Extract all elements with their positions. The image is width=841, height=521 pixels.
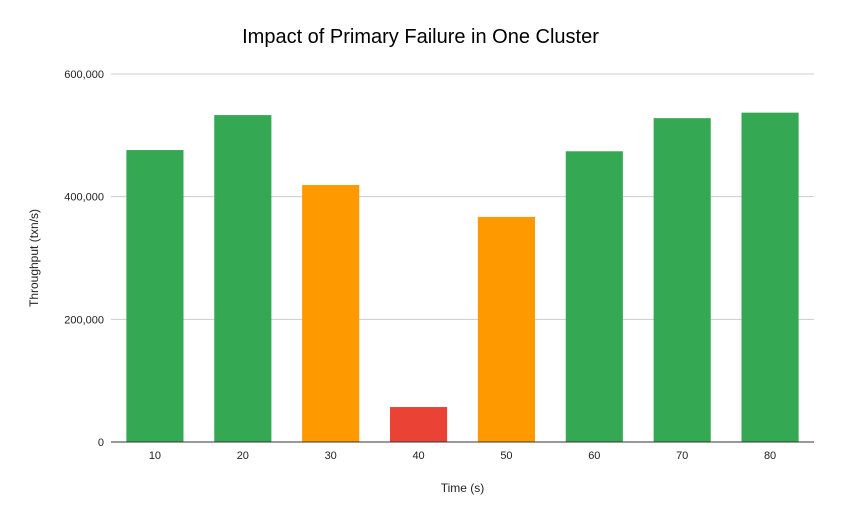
y-axis-label: Throughput (txn/s) xyxy=(27,209,41,307)
x-tick-label: 40 xyxy=(412,450,424,462)
y-tick-label: 400,000 xyxy=(64,192,104,204)
bar xyxy=(390,407,448,442)
x-tick-label: 20 xyxy=(237,450,249,462)
chart-title: Impact of Primary Failure in One Cluster xyxy=(242,26,599,48)
y-axis-ticks: 0 200,000 400,000 600,000 xyxy=(64,69,104,449)
bar xyxy=(565,151,623,442)
bar xyxy=(302,185,360,442)
x-axis-ticks: 10 20 30 40 50 60 70 80 xyxy=(149,450,776,462)
bars xyxy=(126,112,799,443)
x-tick-label: 10 xyxy=(149,450,161,462)
bar xyxy=(741,112,799,442)
x-tick-label: 70 xyxy=(676,450,688,462)
y-tick-label: 0 xyxy=(98,437,104,449)
bar xyxy=(126,150,184,442)
y-tick-label: 600,000 xyxy=(64,69,104,81)
x-tick-label: 60 xyxy=(588,450,600,462)
x-tick-label: 80 xyxy=(764,450,776,462)
bar xyxy=(653,118,711,442)
bar xyxy=(477,216,535,442)
x-tick-label: 50 xyxy=(500,450,512,462)
x-axis-label: Time (s) xyxy=(441,481,485,495)
x-tick-label: 30 xyxy=(325,450,337,462)
bar xyxy=(214,115,272,443)
y-tick-label: 200,000 xyxy=(64,314,104,326)
